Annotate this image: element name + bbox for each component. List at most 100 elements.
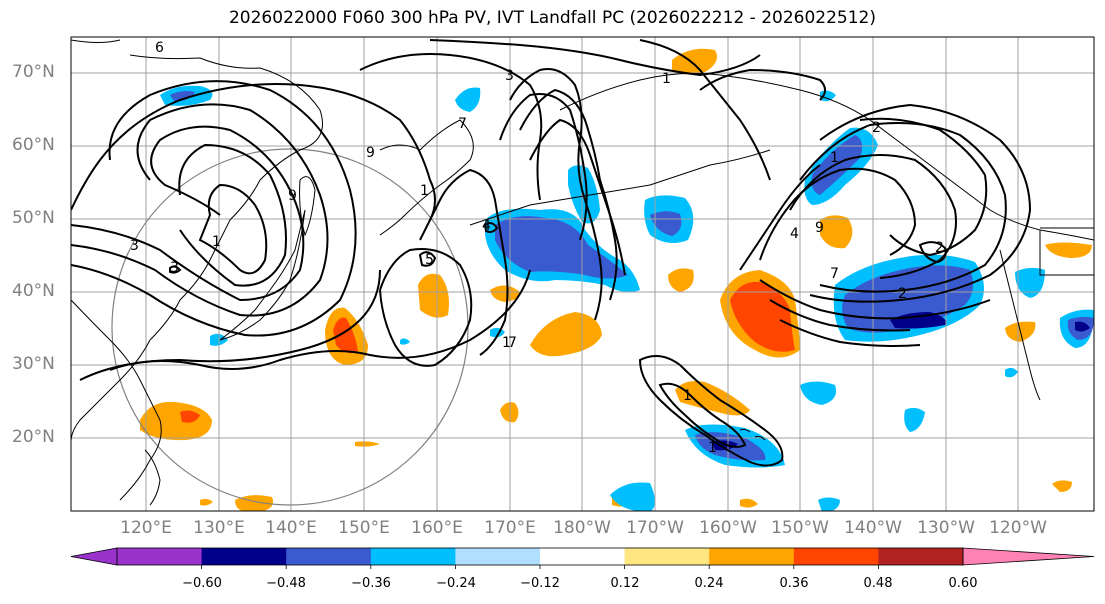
shading-strong-positive <box>180 281 795 423</box>
contour-asia-5 <box>178 143 287 287</box>
colorbar-tick-label: 0.12 <box>610 576 640 591</box>
contour-label: 2 <box>872 120 881 136</box>
coast-aleutian <box>469 149 771 226</box>
shade-cyan-bering1 <box>455 87 481 112</box>
contour-east-5 <box>759 167 917 261</box>
contour-hawaii-inner <box>658 382 747 448</box>
contour-label-group: 6 3 1 7 9 1 2 1 4 9 1 2 7 2 5 1 7 1 1 3 … <box>130 40 944 456</box>
contour-small-2 <box>483 222 499 233</box>
shade-blue-central <box>650 211 682 236</box>
lon-label: 180°W <box>553 518 611 538</box>
contour-label: 3 <box>170 260 179 276</box>
shade-orange-south2 <box>200 498 213 506</box>
coast-na-west <box>999 249 1041 401</box>
shade-blue-aleutian <box>495 216 628 279</box>
shade-red-yellowsea <box>180 410 200 423</box>
lon-label: 130°W <box>917 518 975 538</box>
lat-label-20n: 20°N <box>12 427 55 447</box>
lon-label: 150°W <box>771 518 829 538</box>
shade-cyan-lightblue <box>400 338 410 345</box>
shade-orange-nw-pacific1 <box>490 285 520 302</box>
colorbar-tick-label: 0.24 <box>694 576 724 591</box>
shade-orange-kuril <box>418 273 449 318</box>
shade-orange-yellowsea <box>140 401 212 441</box>
colorbar-segment <box>793 548 879 565</box>
contour-asia-4 <box>198 183 268 275</box>
colorbar-segment <box>455 548 541 565</box>
lat-label-40n: 40°N <box>12 281 55 301</box>
contour-label: 2 <box>898 286 907 302</box>
colorbar-extend-high <box>962 547 1095 566</box>
coast-sakhalin <box>299 176 316 237</box>
map-border <box>70 36 1095 512</box>
contour-label: 1 <box>683 388 692 404</box>
lat-label-30n: 30°N <box>12 354 55 374</box>
pv-contours <box>71 39 1032 467</box>
contour-label: 3 <box>505 68 514 84</box>
contour-ridge-4 <box>529 118 626 276</box>
contour-label: 4 <box>482 218 491 234</box>
colorbar-tick-label: 0.36 <box>779 576 809 591</box>
shade-blue-gulf <box>811 135 863 195</box>
lat-label-70n: 70°N <box>12 62 55 82</box>
contour-ridge-3 <box>519 88 618 301</box>
contour-high <box>699 68 826 101</box>
colorbar-segment <box>286 548 372 565</box>
contour-west-big <box>71 83 436 221</box>
contour-ridge-top <box>429 39 761 77</box>
contour-label: 9 <box>288 188 297 204</box>
lon-label: 140°E <box>265 518 317 538</box>
coast-philippines <box>144 449 161 506</box>
shade-navy-east <box>890 312 946 329</box>
shade-red-japan <box>333 317 358 354</box>
shade-orange-gulf <box>820 215 853 249</box>
contour-east-6 <box>739 164 821 271</box>
shade-orange-coast1 <box>1045 242 1092 258</box>
lon-label: 120°W <box>989 518 1047 538</box>
contour-trough-1 <box>379 248 473 367</box>
contour-wave-3 <box>779 319 921 347</box>
contour-label: 6 <box>155 40 164 56</box>
contour-label: 2 <box>935 240 944 256</box>
contour-label: 1 <box>708 440 717 456</box>
colorbar-segment <box>201 548 287 565</box>
colorbar-tick-label: 0.48 <box>863 576 893 591</box>
lat-label-60n: 60°N <box>12 135 55 155</box>
shade-orange-coast3 <box>1052 480 1072 492</box>
contour-north-bering <box>639 39 771 181</box>
contour-label: 1 <box>662 71 671 87</box>
shade-orange-south5 <box>740 498 758 508</box>
colorbar-tick-label: −0.36 <box>351 576 391 591</box>
lon-label: 130°E <box>193 518 245 538</box>
contour-ridge-2 <box>509 68 603 321</box>
colorbar-segment <box>117 548 203 565</box>
contour-label: 1 <box>212 234 221 250</box>
shade-blue-okhotsk <box>170 91 195 102</box>
coast-china <box>71 299 162 501</box>
colorbar-tick-label: 0.60 <box>948 576 978 591</box>
shade-cyan-south2 <box>800 381 837 405</box>
shading-extreme-negative <box>712 312 1090 451</box>
coastlines <box>71 39 1094 506</box>
shade-red-central <box>730 281 795 352</box>
lon-label: 160°W <box>699 518 757 538</box>
contour-label: 1 <box>420 183 429 199</box>
contour-label: 7 <box>830 266 839 282</box>
contour-label: 5 <box>425 252 434 268</box>
colorbar-tick-label: −0.24 <box>436 576 476 591</box>
colorbar-tick-label: −0.60 <box>182 576 222 591</box>
contour-label: 1 <box>502 335 511 351</box>
contour-asia-3 <box>71 80 357 337</box>
shade-cyan-south4 <box>610 482 655 511</box>
colorbar-tick-label: −0.48 <box>266 576 306 591</box>
contour-trough-2 <box>419 168 509 356</box>
contour-label: 9 <box>815 220 824 236</box>
shade-cyan-south5 <box>818 497 840 511</box>
contour-small-1 <box>418 251 437 267</box>
lon-label: 160°E <box>411 518 463 538</box>
contour-east-3 <box>799 121 1007 293</box>
shade-orange-nw-pacific2 <box>530 312 602 357</box>
contour-label: 3 <box>130 238 139 254</box>
map-title: 2026022000 F060 300 hPa PV, IVT Landfall… <box>228 8 876 28</box>
